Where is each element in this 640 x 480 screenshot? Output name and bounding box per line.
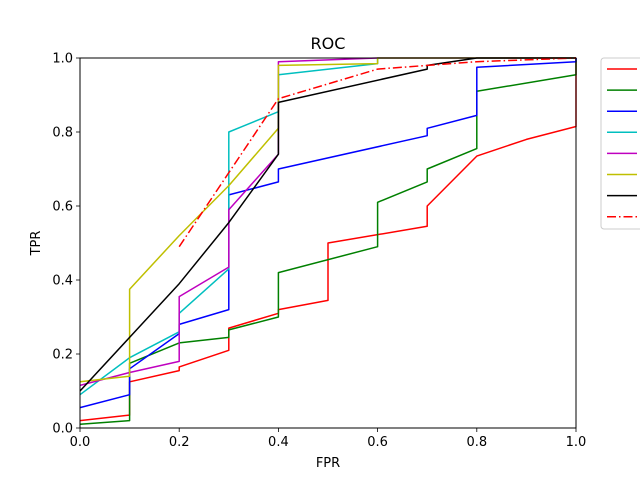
series-line-6 <box>79 57 576 383</box>
chart-title: ROC <box>311 34 346 53</box>
y-tick-label: 0.8 <box>52 126 73 141</box>
y-axis: 0.0 0.2 0.4 0.6 0.8 1.0 <box>52 52 80 437</box>
series-line-4 <box>79 57 576 396</box>
x-tick-label: 0.0 <box>70 435 91 450</box>
series-layer <box>79 57 577 426</box>
x-tick-label: 0.8 <box>466 435 487 450</box>
y-axis-label: TPR <box>29 231 44 257</box>
x-tick-label: 1.0 <box>566 435 587 450</box>
plot-frame <box>79 57 577 429</box>
series-line-3 <box>79 58 577 409</box>
x-axis: 0.0 0.2 0.4 0.6 0.8 1.0 <box>70 428 587 450</box>
series-line-2 <box>79 58 577 426</box>
series-line-8 <box>178 57 577 248</box>
y-tick-label: 0.6 <box>52 200 73 215</box>
y-tick-label: 0.2 <box>52 348 73 363</box>
legend-box <box>600 57 640 230</box>
x-tick-label: 0.4 <box>268 435 289 450</box>
x-axis-label: FPR <box>316 456 340 471</box>
series-line-5 <box>79 57 576 387</box>
y-tick-label: 1.0 <box>52 52 73 67</box>
x-tick-label: 0.6 <box>367 435 388 450</box>
legend <box>600 57 640 230</box>
x-tick-label: 0.2 <box>169 435 190 450</box>
y-tick-label: 0.0 <box>52 422 73 437</box>
y-tick-label: 0.4 <box>52 274 73 289</box>
series-line-7 <box>79 57 576 392</box>
